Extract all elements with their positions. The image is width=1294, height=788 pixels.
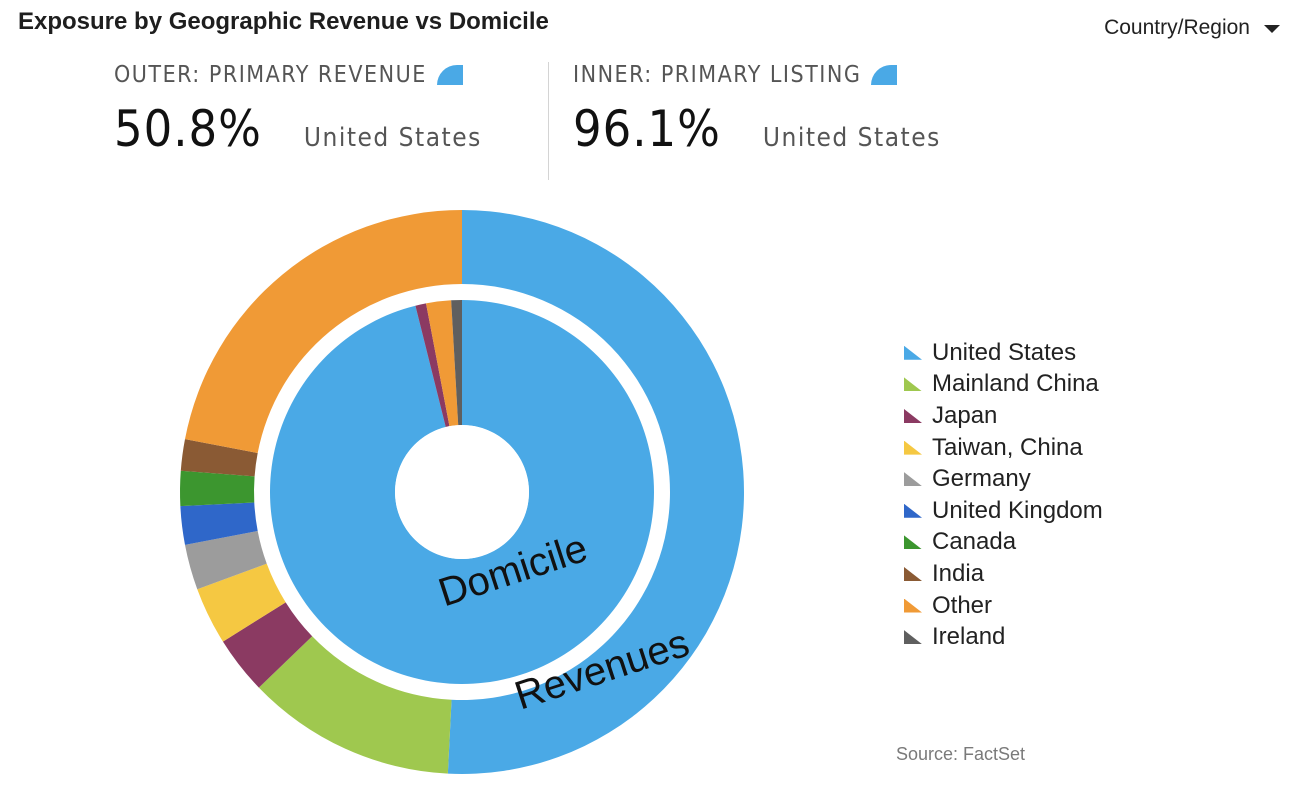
- outer-slice-india: [180, 439, 258, 477]
- legend-swatch-icon: [904, 566, 922, 581]
- legend-swatch-icon: [904, 598, 922, 613]
- outer-slice-canada: [179, 470, 255, 507]
- outer-stat: OUTER: PRIMARY REVENUE 50.8% United Stat…: [114, 62, 482, 158]
- inner-slice-japan: [415, 303, 450, 428]
- chart-title: Exposure by Geographic Revenue vs Domici…: [18, 8, 549, 35]
- legend-swatch-icon: [904, 377, 922, 392]
- legend-label: United States: [932, 338, 1077, 366]
- legend: United States Mainland China Japan Taiwan, …: [904, 337, 1103, 653]
- donut-hole: [395, 425, 529, 559]
- outer-stat-value: 50.8%: [114, 100, 262, 158]
- legend-label: Canada: [932, 528, 1017, 556]
- outer-slice-germany: [184, 530, 267, 590]
- legend-label: United Kingdom: [932, 496, 1103, 524]
- inner-stat-value: 96.1%: [573, 100, 721, 158]
- legend-item[interactable]: Other: [904, 590, 1103, 622]
- outer-ring: [179, 210, 745, 775]
- legend-swatch-icon: [904, 408, 922, 423]
- legend-label: Japan: [932, 401, 998, 429]
- outer-slice-japan: [222, 602, 313, 688]
- legend-item[interactable]: Canada: [904, 527, 1103, 559]
- legend-swatch-icon: [904, 503, 922, 518]
- stat-divider: [548, 62, 549, 180]
- legend-label: India: [932, 559, 985, 587]
- legend-item[interactable]: Ireland: [904, 621, 1103, 653]
- inner-slice-united-states: [269, 300, 654, 684]
- legend-label: Mainland China: [932, 370, 1099, 398]
- outer-slice-united-kingdom: [180, 502, 258, 545]
- legend-swatch-icon: [904, 535, 922, 550]
- legend-item[interactable]: Mainland China: [904, 369, 1103, 401]
- legend-item[interactable]: India: [904, 558, 1103, 590]
- legend-item[interactable]: Germany: [904, 463, 1103, 495]
- legend-item[interactable]: Taiwan, China: [904, 432, 1103, 464]
- legend-label: Taiwan, China: [932, 433, 1083, 461]
- quarter-circle-icon: [871, 65, 898, 85]
- legend-swatch-icon: [904, 472, 922, 487]
- outer-stat-country: United States: [303, 123, 482, 153]
- country-region-dropdown[interactable]: Country/Region: [1104, 16, 1280, 40]
- legend-item[interactable]: Japan: [904, 400, 1103, 432]
- legend-swatch-icon: [904, 440, 922, 455]
- legend-swatch-icon: [904, 630, 922, 645]
- legend-label: Ireland: [932, 623, 1006, 651]
- legend-item[interactable]: United Kingdom: [904, 495, 1103, 527]
- inner-slice-other: [426, 300, 459, 427]
- inner-ring: [269, 300, 654, 684]
- inner-stat: INNER: PRIMARY LISTING 96.1% United Stat…: [573, 62, 941, 158]
- outer-slice-mainland-china: [258, 636, 452, 774]
- outer-slice-united-states: [447, 210, 745, 775]
- caret-down-icon: [1264, 25, 1280, 33]
- inner-slice-ireland: [451, 300, 462, 426]
- inner-stat-country: United States: [762, 123, 941, 153]
- legend-item[interactable]: United States: [904, 337, 1103, 369]
- dropdown-label: Country/Region: [1104, 16, 1250, 39]
- inner-stat-label: INNER: PRIMARY LISTING: [573, 62, 862, 88]
- legend-swatch-icon: [904, 345, 922, 360]
- legend-label: Germany: [932, 465, 1031, 493]
- outer-slice-other: [184, 210, 462, 454]
- source-note: Source: FactSet: [896, 744, 1026, 764]
- outer-slice-taiwan-china: [197, 563, 286, 642]
- outer-stat-label: OUTER: PRIMARY REVENUE: [114, 62, 427, 88]
- legend-label: Other: [932, 591, 993, 619]
- quarter-circle-icon: [436, 65, 463, 85]
